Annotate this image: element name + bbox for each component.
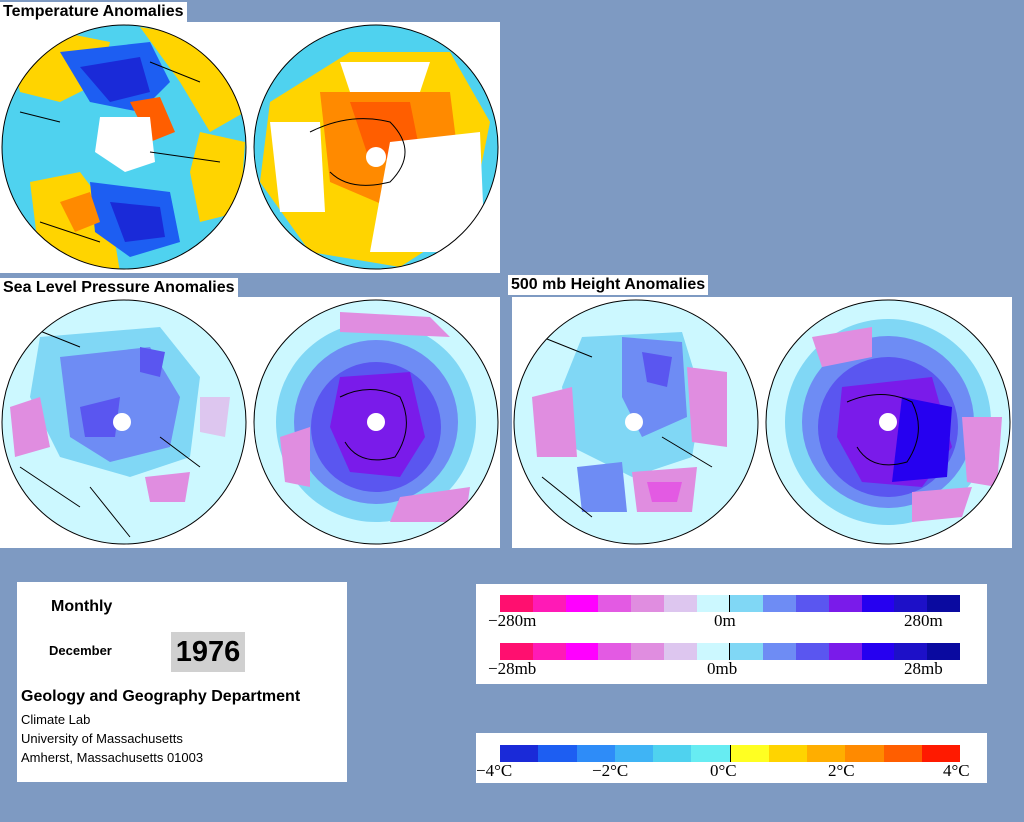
- slp-colorbar-swatch: [500, 643, 533, 660]
- slp-tick-min: −28mb: [488, 659, 537, 678]
- slp-colorbar-swatch: [565, 643, 599, 660]
- slp-colorbar-swatch: [730, 643, 764, 660]
- slp-colorbar-swatch: [598, 643, 632, 660]
- year-label: 1976: [171, 632, 245, 672]
- address-label: Amherst, Massachusetts 01003: [21, 750, 204, 765]
- info-box: Monthly December 1976 Geology and Geogra…: [17, 582, 347, 782]
- temperature-colorbar-swatch: [691, 745, 731, 762]
- height-colorbar-swatch: [565, 595, 599, 612]
- height-colorbar-swatch: [730, 595, 764, 612]
- slp-colorbar-swatch: [927, 643, 960, 660]
- height-colorbar-swatch: [598, 595, 632, 612]
- height-colorbar-swatch: [631, 595, 664, 612]
- slp-colorbar-swatch: [663, 643, 697, 660]
- university-label: University of Massachusetts: [21, 731, 183, 746]
- slp-colorbar-swatch: [631, 643, 664, 660]
- temperature-title: Temperature Anomalies: [0, 2, 187, 22]
- height-colorbar-swatch: [828, 595, 862, 612]
- temperature-colorbar-swatch: [768, 745, 807, 762]
- temperature-colorbar-swatch: [730, 745, 769, 762]
- slp-colorbar: [500, 643, 960, 660]
- slp-colorbar-swatch: [763, 643, 797, 660]
- temperature-colorbar-swatch: [883, 745, 922, 762]
- height-colorbar-swatch: [894, 595, 928, 612]
- height-colorbar-swatch: [663, 595, 697, 612]
- slp-colorbar-swatch: [828, 643, 862, 660]
- temperature-colorbar-swatch: [538, 745, 577, 762]
- lab-label: Climate Lab: [21, 712, 91, 727]
- height-map-north: [513, 299, 759, 545]
- height-colorbar-swatch: [696, 595, 731, 612]
- temperature-colorbar-swatch: [845, 745, 884, 762]
- height-title: 500 mb Height Anomalies: [508, 275, 709, 295]
- department-label: Geology and Geography Department: [21, 688, 301, 705]
- slp-colorbar-swatch: [796, 643, 829, 660]
- slp-tick-mid: 0mb: [707, 659, 738, 678]
- temperature-colorbar-swatch: [576, 745, 615, 762]
- anomaly-legend: −280m 0m 280m −28mb 0mb 28mb: [476, 584, 987, 684]
- temp-tick-neg2: −2°C: [592, 761, 629, 780]
- temperature-colorbar: [500, 745, 960, 762]
- height-map-south: [765, 299, 1011, 545]
- temperature-map-south: [253, 24, 499, 270]
- slp-title: Sea Level Pressure Anomalies: [0, 278, 238, 298]
- height-colorbar: [500, 595, 960, 612]
- slp-map-south: [253, 299, 499, 545]
- height-colorbar-swatch: [861, 595, 895, 612]
- slp-colorbar-swatch: [894, 643, 928, 660]
- temperature-colorbar-swatch: [921, 745, 960, 762]
- slp-colorbar-swatch: [861, 643, 895, 660]
- slp-colorbar-swatch: [696, 643, 731, 660]
- temp-tick-2: 2°C: [828, 761, 855, 780]
- height-colorbar-swatch: [763, 595, 797, 612]
- temperature-colorbar-swatch: [653, 745, 692, 762]
- slp-colorbar-swatch: [532, 643, 566, 660]
- temperature-colorbar-swatch: [807, 745, 846, 762]
- height-colorbar-swatch: [927, 595, 960, 612]
- height-tick-mid: 0m: [714, 611, 736, 630]
- temperature-legend: −4°C −2°C 0°C 2°C 4°C: [476, 733, 987, 783]
- height-colorbar-swatch: [500, 595, 533, 612]
- height-tick-max: 280m: [904, 611, 943, 630]
- slp-map-north: [1, 299, 247, 545]
- temperature-colorbar-swatch: [614, 745, 653, 762]
- period-label: Monthly: [51, 598, 113, 615]
- temp-tick-0: 0°C: [710, 761, 737, 780]
- slp-tick-max: 28mb: [904, 659, 943, 678]
- temp-tick-4: 4°C: [943, 761, 970, 780]
- height-tick-min: −280m: [488, 611, 537, 630]
- temp-tick-neg4: −4°C: [476, 761, 513, 780]
- temperature-map-north: [1, 24, 247, 270]
- height-colorbar-swatch: [532, 595, 566, 612]
- temperature-colorbar-swatch: [500, 745, 539, 762]
- height-colorbar-swatch: [796, 595, 829, 612]
- month-label: December: [49, 643, 112, 658]
